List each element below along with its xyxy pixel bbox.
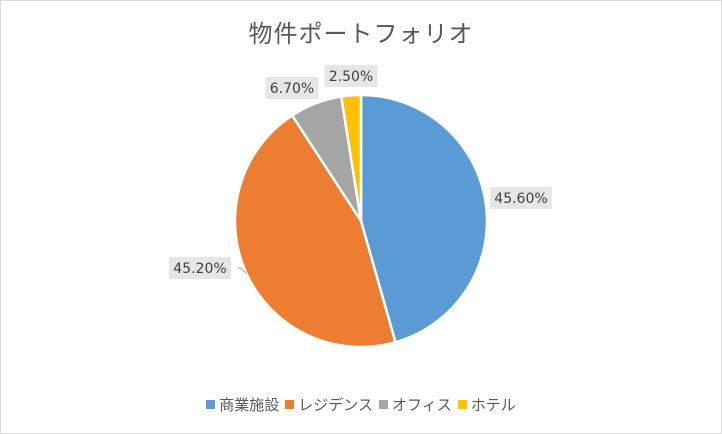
legend-label-residence: レジデンス [298, 396, 373, 414]
legend-label-commercial: 商業施設 [219, 396, 280, 414]
data-label-residence: 45.20% [169, 257, 231, 279]
legend-label-hotel: ホテル [470, 396, 516, 414]
legend-item-commercial: 商業施設 [206, 394, 279, 415]
chart-title: 物件ポートフォリオ [248, 20, 474, 48]
data-label-office: 6.70% [265, 77, 319, 99]
legend-swatch-hotel [457, 400, 467, 409]
data-label-box-commercial [490, 187, 552, 209]
data-label-hotel: 2.50% [324, 65, 378, 87]
data-label-text-commercial: 45.60% [494, 191, 547, 207]
pie-slice-commercial [359, 93, 489, 344]
legend-label-office: オフィス [392, 396, 452, 414]
data-label-box-residence [169, 257, 231, 279]
data-label-commercial: 45.60% [490, 187, 552, 209]
data-label-text-office: 6.70% [270, 81, 314, 97]
data-label-box-hotel [324, 65, 378, 87]
data-label-box-office [265, 77, 319, 99]
leader-line-residence [238, 267, 247, 274]
legend-item-hotel: ホテル [457, 394, 516, 415]
data-label-text-hotel: 2.50% [329, 69, 373, 85]
legend-item-office: オフィス [379, 394, 452, 415]
pie-slice-hotel [340, 93, 363, 223]
legend-swatch-commercial [206, 400, 216, 409]
pie-slice-residence [233, 114, 397, 349]
data-label-text-residence: 45.20% [173, 261, 226, 277]
legend-swatch-office [379, 400, 388, 409]
legend-item-residence: レジデンス [285, 394, 373, 415]
legend-swatch-residence [285, 400, 295, 409]
legend: 商業施設 レジデンス オフィス ホテル [0, 394, 722, 415]
